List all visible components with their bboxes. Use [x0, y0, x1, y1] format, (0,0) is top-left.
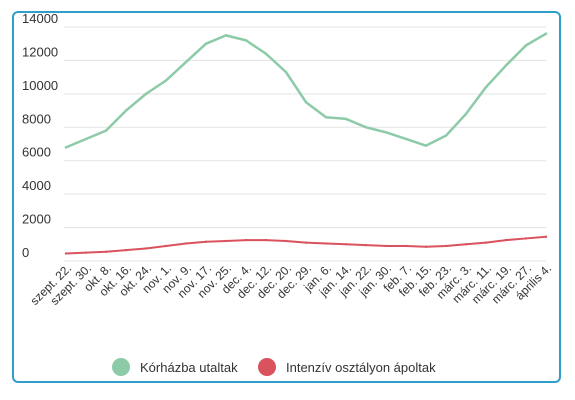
data-point: [384, 131, 388, 134]
data-point: [404, 137, 408, 141]
data-point: [384, 244, 388, 248]
data-point: [84, 137, 88, 141]
legend[interactable]: Kórházba utaltak Intenzív osztályon ápolt…: [112, 358, 436, 376]
data-point: [244, 238, 248, 242]
y-tick-label: 4000: [22, 178, 51, 193]
data-point: [184, 60, 188, 64]
grid-lines: [64, 26, 546, 262]
data-point: [344, 117, 348, 121]
series-line-1: [64, 32, 548, 149]
y-tick-label: 14000: [22, 11, 58, 26]
y-axis: 0 2000 4000 6000 8000 10000 12000 14000: [22, 11, 58, 260]
data-point: [484, 241, 488, 244]
data-point: [144, 92, 148, 96]
data-point: [364, 243, 368, 247]
data-point: [124, 109, 128, 112]
data-point: [324, 116, 328, 119]
y-tick-label: 8000: [22, 111, 51, 126]
y-tick-label: 12000: [22, 44, 58, 59]
data-point: [424, 245, 428, 248]
data-point: [184, 242, 188, 245]
legend-item-2[interactable]: Intenzív osztályon ápoltak: [258, 358, 436, 376]
series-lines: [64, 32, 548, 255]
legend-label: Intenzív osztályon ápoltak: [286, 360, 436, 375]
legend-swatch: [258, 358, 276, 376]
data-point: [364, 126, 368, 129]
data-point: [244, 39, 248, 42]
data-point: [284, 70, 288, 74]
data-point: [164, 79, 168, 82]
y-tick-label: 0: [22, 245, 29, 260]
data-point: [164, 244, 168, 248]
legend-label: Kórházba utaltak: [140, 360, 238, 375]
data-point: [504, 238, 508, 242]
data-point: [464, 243, 468, 246]
data-point: [204, 42, 208, 45]
data-point: [284, 239, 288, 243]
data-point: [84, 251, 88, 254]
legend-swatch: [112, 358, 130, 376]
data-point: [424, 144, 428, 147]
legend-item-1[interactable]: Kórházba utaltak: [112, 358, 238, 376]
data-point: [124, 248, 128, 252]
y-tick-label: 10000: [22, 78, 58, 93]
data-point: [204, 240, 208, 243]
data-point: [404, 244, 408, 248]
data-point: [524, 237, 528, 240]
data-point: [304, 101, 308, 104]
data-point: [224, 34, 228, 37]
data-point: [444, 134, 448, 137]
data-point: [504, 64, 508, 67]
data-point: [544, 32, 548, 35]
data-point: [464, 112, 468, 116]
y-tick-label: 6000: [22, 145, 51, 160]
data-point: [544, 235, 548, 238]
data-point: [444, 244, 448, 248]
data-point: [324, 242, 328, 245]
data-point: [64, 252, 68, 255]
data-point: [484, 85, 488, 89]
data-point: [264, 52, 268, 55]
data-point: [224, 239, 228, 243]
data-point: [524, 44, 528, 47]
x-axis: szept. 22.szept. 30.okt. 8.okt. 16.okt. …: [27, 261, 554, 308]
series-line-2: [65, 235, 547, 255]
data-point: [144, 247, 148, 250]
data-point: [104, 129, 108, 132]
data-point: [304, 241, 308, 244]
data-point: [104, 250, 108, 254]
data-point: [264, 238, 268, 242]
data-point: [344, 243, 348, 246]
y-tick-label: 2000: [22, 212, 51, 227]
data-point: [64, 146, 68, 149]
